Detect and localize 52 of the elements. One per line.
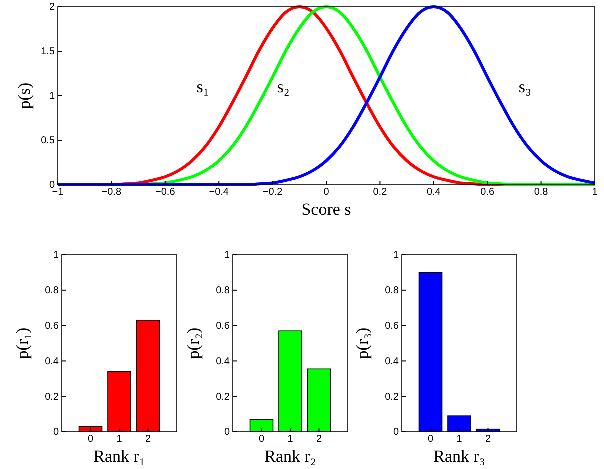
annotation: s₂ [277,77,290,96]
y-tick-label: 0.8 [385,286,400,297]
y-axis-title: p(s) [15,82,34,110]
x-axis-title: Rank r₂ [264,447,316,466]
y-axis-title: p(r₂) [184,328,203,360]
y-tick-label: 1 [53,250,60,262]
x-tick-label: −0.6 [156,187,176,198]
x-tick-label: 1 [288,434,294,446]
y-tick-label: 0.2 [45,392,60,403]
x-tick-label: 1 [116,434,123,446]
y-tick-label: 0.4 [385,356,400,368]
annotation: s₃ [518,77,532,96]
y-tick-label: 0.4 [216,356,230,368]
x-tick-label: 0.2 [373,187,388,198]
x-tick-label: 0.8 [534,187,549,198]
x-tick-label: 2 [485,434,492,446]
y-tick-label: 1 [49,91,56,102]
y-axis-title: p(r₃) [353,328,372,360]
x-tick-label: 2 [145,434,152,446]
x-tick-label: −0.2 [262,187,284,198]
y-tick-label: 0 [53,427,60,438]
y-tick-label: 0 [224,427,230,438]
y-tick-label: 0.5 [41,136,56,147]
y-tick-label: 1 [224,250,230,262]
x-axis-title: Rank r₁ [94,447,146,466]
y-tick-label: 0.6 [385,321,400,332]
x-axis-title: Score s [302,200,352,219]
x-tick-label: 0 [428,434,434,446]
y-axis-title: p(r₁) [13,328,32,360]
y-tick-label: 2 [49,2,56,14]
y-tick-label: 0 [393,427,400,438]
x-tick-label: 1 [592,187,598,198]
x-tick-label: 1 [456,434,463,446]
y-tick-label: 0.2 [216,392,230,403]
x-tick-label: 2 [316,434,322,446]
x-tick-label: 0 [88,434,94,446]
y-tick-label: 0.4 [45,356,60,368]
annotation: s₁ [196,77,210,96]
y-tick-label: 0.2 [385,392,400,403]
y-tick-label: 1 [393,250,400,262]
x-tick-label: 0.4 [426,187,442,198]
x-tick-label: −0.4 [209,187,230,198]
y-tick-label: 0.8 [45,286,60,297]
x-tick-label: 0 [258,434,265,446]
y-tick-label: 0.6 [216,321,230,332]
y-tick-label: 0.6 [45,321,60,332]
x-axis-title: Rank r₃ [434,447,486,466]
x-tick-label: 0.6 [480,187,495,198]
x-tick-label: 0 [324,187,330,198]
y-tick-label: 1.5 [41,46,56,58]
y-tick-label: 0.8 [216,286,230,297]
x-tick-label: −0.8 [102,187,122,198]
